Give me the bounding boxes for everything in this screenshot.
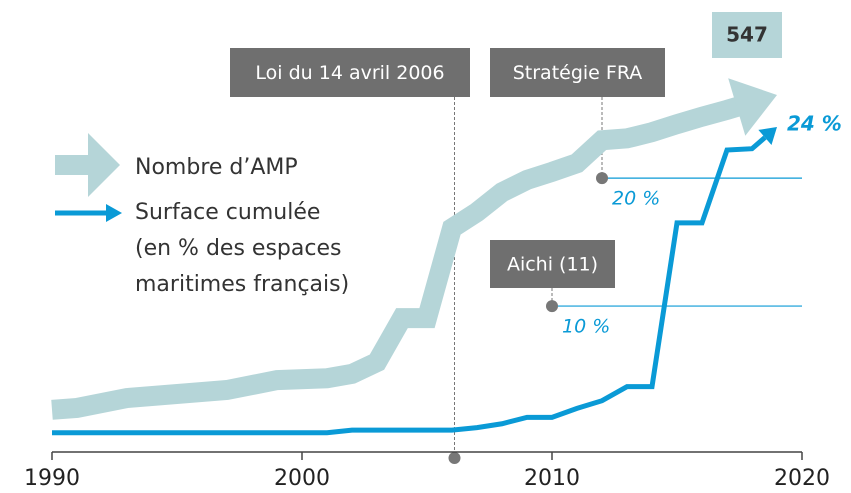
annotation-dot — [448, 452, 461, 464]
arrow-head — [728, 78, 777, 136]
arrow-head — [758, 126, 777, 146]
series-line — [52, 135, 767, 436]
series-line — [51, 92, 755, 420]
legend-label: Nombre d’AMP — [135, 155, 298, 180]
annotation-label: Loi du 14 avril 2006 — [255, 62, 444, 84]
legend-swatch — [88, 133, 120, 197]
annotation-dot — [596, 172, 608, 185]
end-label: 24 % — [787, 111, 842, 135]
legend-label: Surface cumulée — [135, 200, 320, 225]
annotation-dot — [546, 300, 558, 313]
legend-note: maritimes français) — [135, 272, 349, 297]
legend-note: (en % des espaces — [135, 236, 341, 261]
reference-label: 10 % — [562, 316, 610, 338]
x-tick-label: 2020 — [774, 466, 830, 491]
annotation-box — [230, 48, 470, 97]
annotation-label: Aichi (11) — [507, 254, 598, 276]
annotation-label: Stratégie FRA — [513, 62, 643, 84]
annotation-box — [490, 240, 615, 288]
x-tick-label: 2000 — [274, 466, 330, 491]
x-tick-label: 1990 — [24, 466, 80, 491]
end-label-box — [712, 12, 782, 58]
reference-label: 20 % — [612, 188, 660, 210]
annotation-box — [490, 48, 665, 97]
end-label: 547 — [726, 23, 768, 47]
x-tick-label: 2010 — [524, 466, 580, 491]
legend-swatch — [106, 204, 122, 222]
